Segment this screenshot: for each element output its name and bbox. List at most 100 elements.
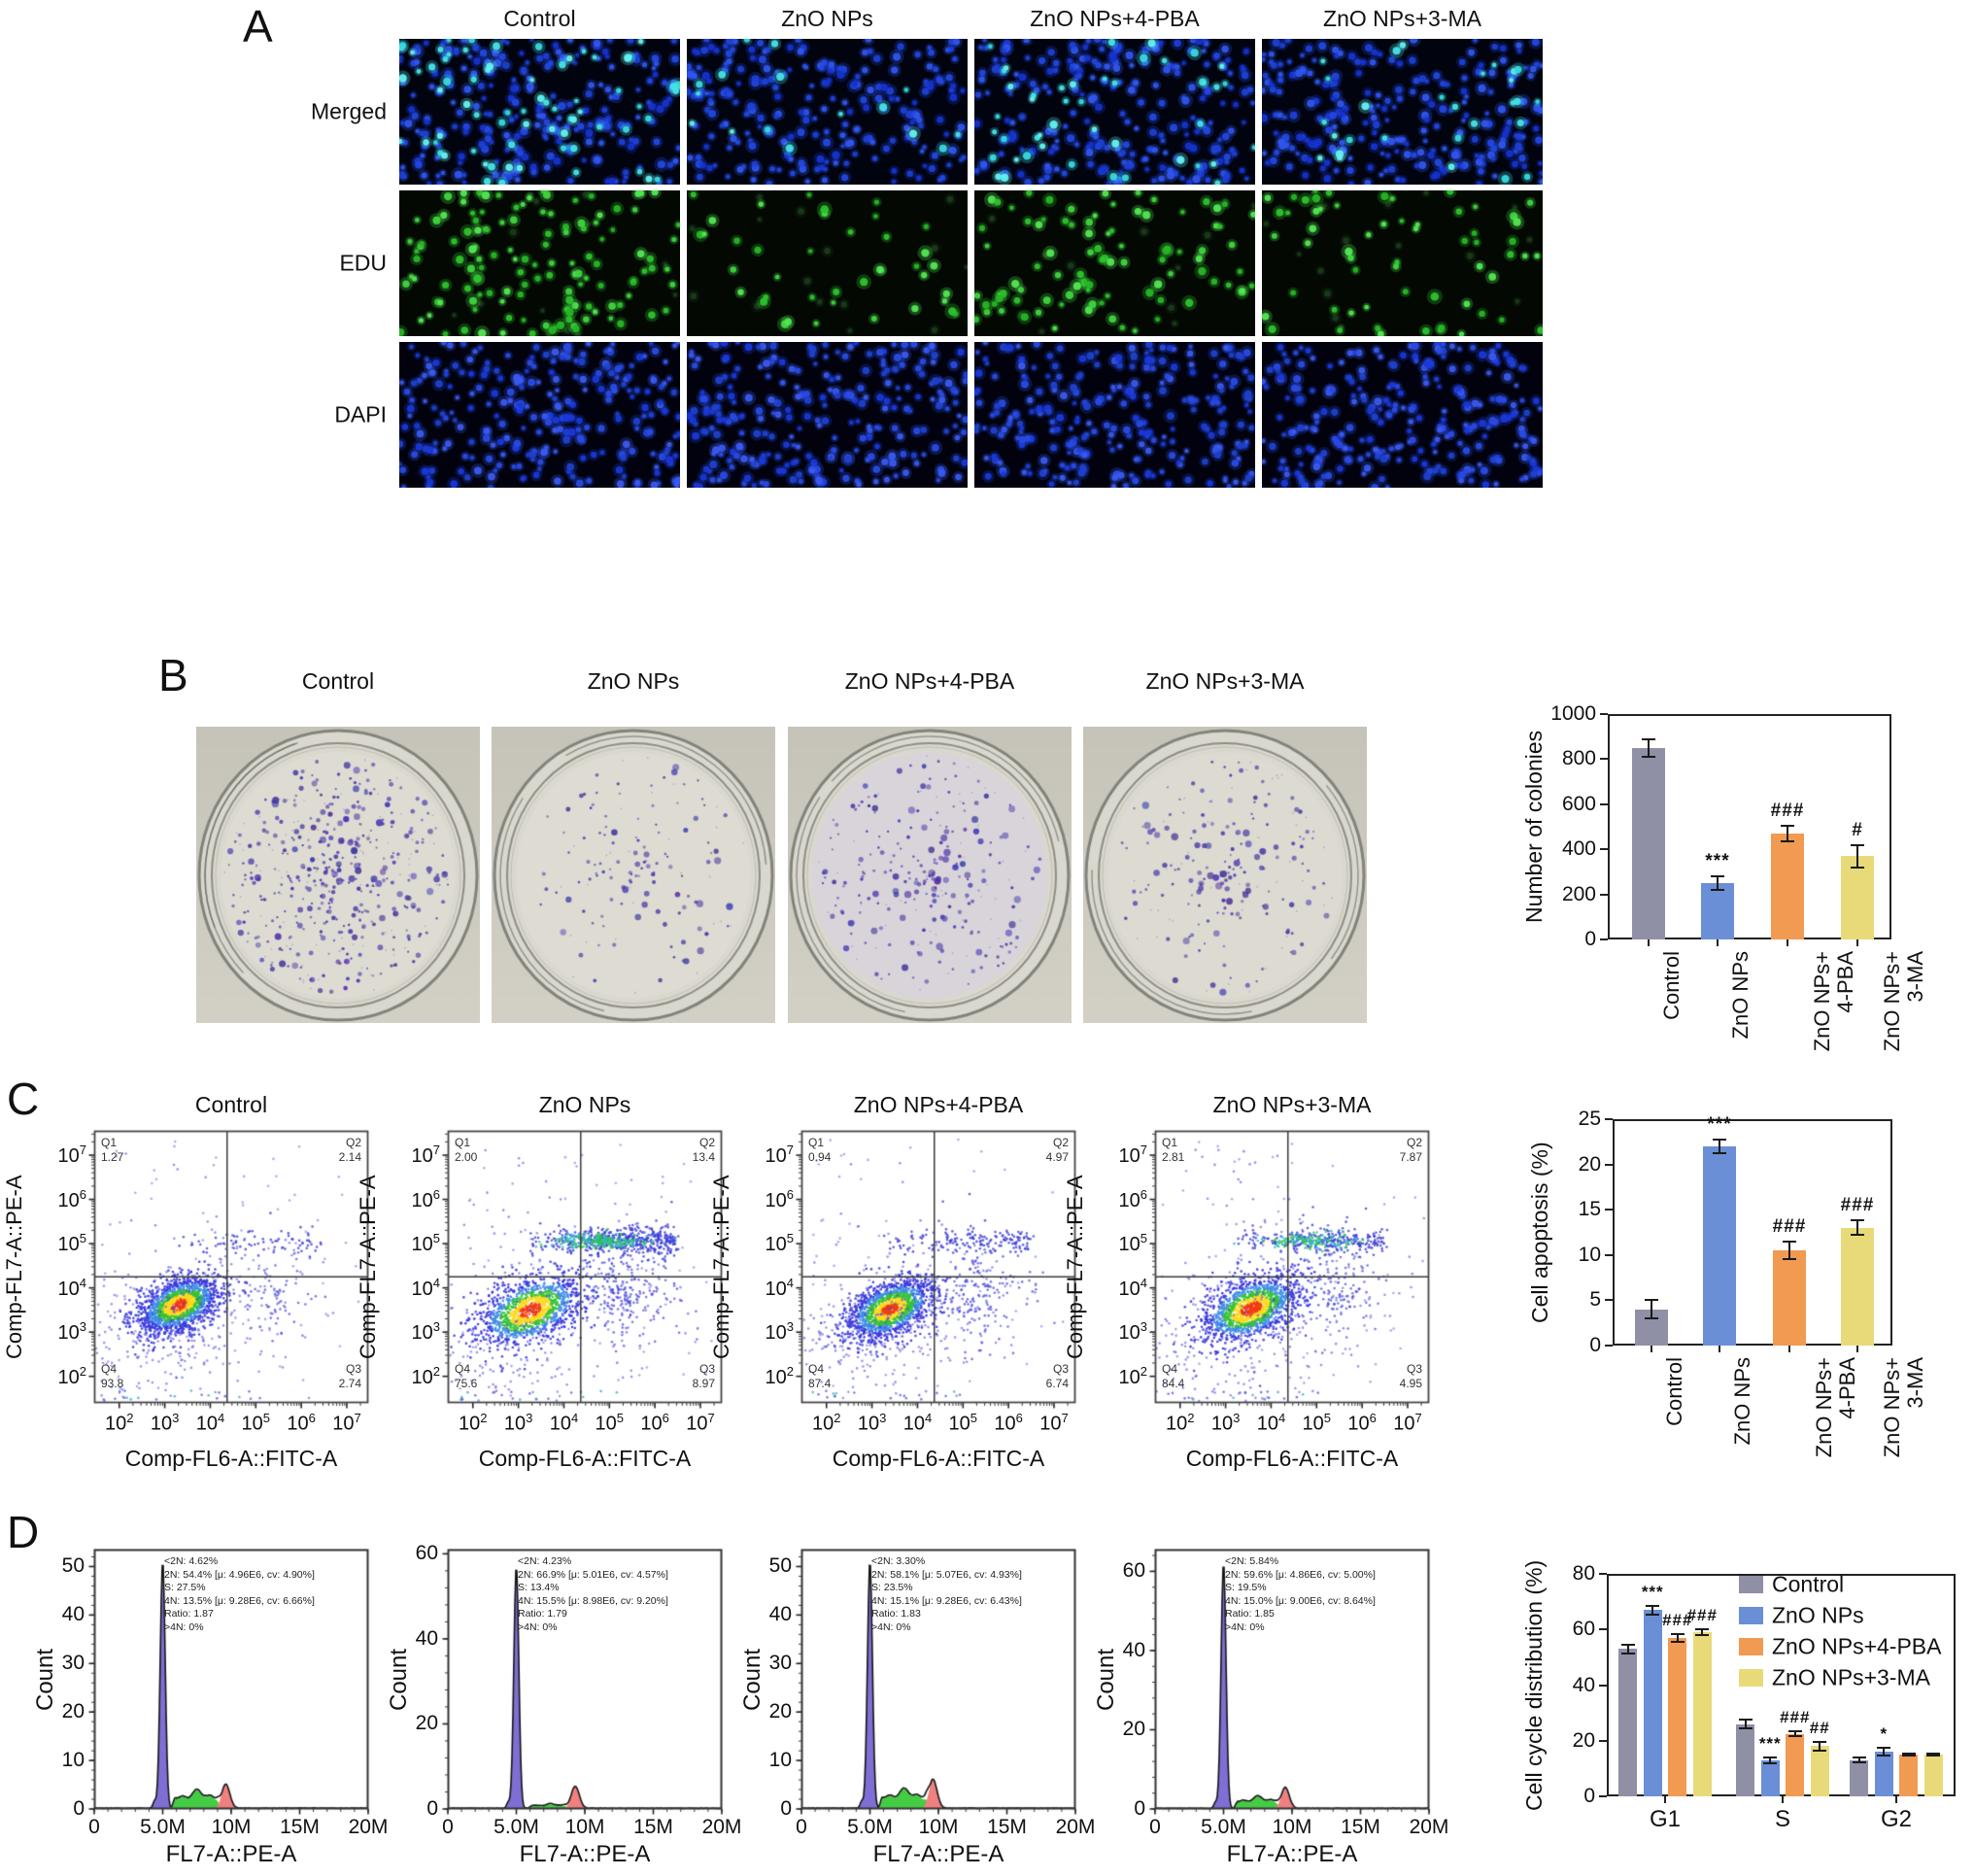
flow-x-axis-label: Comp-FL6-A::FITC-A: [832, 1446, 1045, 1471]
chart-y-tick-mark: [1605, 1163, 1613, 1166]
significance-annotation: ###: [1840, 1195, 1875, 1216]
error-bar-cap: [1645, 1317, 1658, 1320]
chart-y-tick-mark: [1600, 758, 1608, 761]
fluorescence-tile-edu-3: [1262, 190, 1543, 336]
hist-y-tick-label: 50: [61, 1554, 85, 1578]
legend-swatch: [1739, 1607, 1763, 1624]
hist-y-tick-label: 60: [1122, 1559, 1145, 1583]
flow-y-tick-label: 104: [411, 1275, 440, 1300]
chart-frame-apoptosis: [1613, 1119, 1892, 1346]
hist-y-tick-label: 30: [768, 1652, 792, 1675]
bar-cellcycle-G2-2: [1899, 1755, 1919, 1796]
fluorescence-tile-dapi-2: [974, 342, 1255, 488]
hist-y-tick-label: 0: [73, 1797, 85, 1820]
significance-annotation: ***: [1758, 1733, 1782, 1753]
chart-y-tick-mark: [1599, 1628, 1607, 1631]
bar-apoptosis-2: [1773, 1250, 1806, 1346]
error-bar-line: [1648, 738, 1650, 758]
flow-scatter-canvas-1: [440, 1129, 728, 1413]
error-bar-cap: [1646, 1604, 1660, 1607]
flow-x-tick-label: 106: [287, 1411, 316, 1435]
hist-y-tick-label: 20: [61, 1700, 85, 1723]
flow-x-tick-label: 104: [195, 1411, 225, 1435]
chart-y-tick-label: 0: [1584, 928, 1596, 950]
flow-y-tick-label: 104: [57, 1275, 86, 1300]
error-bar-cap: [1711, 888, 1724, 891]
flow-plot-title: ZnO NPs+3-MA: [1212, 1092, 1372, 1117]
chart-y-tick-mark: [1600, 713, 1608, 715]
chart-y-tick-mark: [1605, 1345, 1613, 1347]
flow-y-axis-label: Comp-FL7-A::PE-A: [1063, 1175, 1087, 1359]
flow-x-tick-label: 103: [1210, 1411, 1241, 1435]
hist-x-tick-label: 10M: [918, 1816, 959, 1838]
hist-x-axis-label: FL7-A::PE-A: [519, 1841, 651, 1867]
chart-y-tick-label: 20: [1578, 1152, 1601, 1176]
flow-x-tick-label: 106: [640, 1411, 669, 1435]
error-bar-line: [1676, 1633, 1679, 1643]
hist-x-axis-label: FL7-A::PE-A: [165, 1841, 297, 1867]
flow-x-tick-label: 105: [595, 1411, 625, 1435]
chart-y-tick-mark: [1605, 1299, 1613, 1302]
panel-d-letter: D: [7, 1507, 40, 1557]
flow-scatter-canvas-0: [86, 1129, 374, 1413]
chart-x-tick-mark: [1856, 939, 1858, 946]
flow-x-axis-label: Comp-FL6-A::FITC-A: [124, 1446, 338, 1471]
flow-x-tick-label: 105: [948, 1411, 978, 1435]
flow-scatter-canvas-3: [1147, 1129, 1435, 1413]
chart-y-tick-label: 25: [1578, 1108, 1601, 1130]
flow-x-tick-label: 103: [857, 1411, 887, 1435]
significance-annotation: ###: [1686, 1606, 1718, 1625]
chart-y-tick-mark: [1599, 1684, 1607, 1687]
hist-curve-canvas-0: [86, 1549, 374, 1821]
significance-annotation: ###: [1770, 800, 1805, 821]
hist-x-tick-label: 15M: [1341, 1816, 1380, 1838]
error-bar-cap: [1763, 1756, 1778, 1758]
hist-y-axis-label: Count: [32, 1648, 58, 1711]
error-bar-line: [1883, 1747, 1886, 1757]
fluorescence-tile-merged-1: [687, 39, 968, 185]
bar-cellcycle-S-0: [1736, 1723, 1755, 1796]
fluorescence-tile-edu-2: [974, 190, 1255, 336]
flow-y-tick-label: 107: [1118, 1143, 1147, 1167]
chart-x-tick-mark: [1788, 1346, 1790, 1352]
chart-frame-cellcycle: [1607, 1574, 1956, 1796]
error-bar-line: [1651, 1300, 1652, 1319]
hist-y-tick-label: 0: [1134, 1797, 1145, 1820]
flow-y-tick-label: 102: [765, 1363, 794, 1388]
flow-y-axis-label: Comp-FL7-A::PE-A: [356, 1175, 380, 1359]
flow-y-tick-label: 103: [1118, 1319, 1147, 1344]
hist-y-tick-label: 40: [415, 1626, 438, 1650]
error-bar-cap: [1783, 1240, 1796, 1243]
flow-y-tick-label: 105: [765, 1231, 794, 1255]
fluorescence-tile-merged-0: [399, 39, 680, 185]
fluorescence-tile-dapi-1: [687, 342, 968, 488]
error-bar-line: [1719, 1139, 1720, 1154]
flow-plot-title: ZnO NPs: [538, 1092, 631, 1117]
chart-y-tick-label: 5: [1589, 1288, 1601, 1312]
error-bar-cap: [1851, 1234, 1864, 1237]
flow-y-tick-label: 105: [411, 1231, 440, 1255]
flow-y-axis-label: Comp-FL7-A::PE-A: [709, 1175, 733, 1359]
error-bar-cap: [1713, 1138, 1726, 1141]
bar-cellcycle-G1-0: [1618, 1649, 1638, 1796]
legend-swatch: [1739, 1638, 1763, 1655]
chart-x-tick-mark: [1664, 1796, 1666, 1803]
flow-x-tick-label: 107: [1393, 1411, 1422, 1435]
flow-y-tick-label: 106: [1118, 1186, 1147, 1211]
significance-annotation: ***: [1707, 1113, 1732, 1135]
hist-curve-canvas-2: [794, 1549, 1081, 1821]
fluorescence-tile-dapi-3: [1262, 342, 1543, 488]
error-bar-cap: [1926, 1752, 1941, 1755]
error-bar-line: [1626, 1644, 1629, 1654]
error-bar-line: [1932, 1753, 1935, 1757]
error-bar-cap: [1781, 824, 1794, 827]
legend-label: ZnO NPs+3-MA: [1772, 1664, 1930, 1690]
chart-y-tick-mark: [1599, 1573, 1607, 1575]
hist-curve-canvas-1: [440, 1549, 728, 1821]
hist-x-tick-label: 0: [796, 1816, 807, 1838]
hist-x-tick-label: 10M: [564, 1816, 605, 1838]
panel-a-column-header: ZnO NPs+3-MA: [1323, 6, 1481, 31]
error-bar-line: [1769, 1757, 1772, 1763]
hist-x-tick-label: 5.0M: [494, 1816, 539, 1838]
flow-y-tick-label: 107: [57, 1143, 86, 1167]
